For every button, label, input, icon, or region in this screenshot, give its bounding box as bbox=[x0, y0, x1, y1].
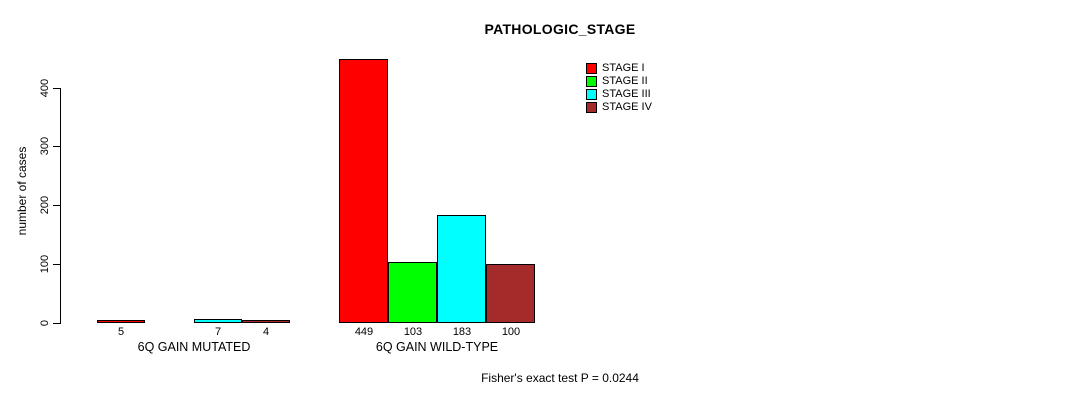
legend-item-stage-i: STAGE I bbox=[586, 62, 652, 75]
y-axis-tick-100 bbox=[53, 264, 61, 265]
bar-6q-gain-wild-type-stage-iii bbox=[437, 215, 486, 323]
legend-label-stage-ii: STAGE II bbox=[602, 75, 648, 87]
bar-value-label-6q-gain-mutated-stage-i: 5 bbox=[117, 326, 125, 338]
y-axis-tick-300 bbox=[53, 146, 61, 147]
legend-label-stage-iii: STAGE III bbox=[602, 88, 651, 100]
y-axis-label: number of cases bbox=[15, 146, 29, 236]
y-tick-label-400: 400 bbox=[39, 78, 51, 98]
y-tick-label-300: 300 bbox=[39, 136, 51, 156]
bar-value-label-6q-gain-wild-type-stage-iii: 183 bbox=[452, 326, 472, 338]
bar-6q-gain-wild-type-stage-i bbox=[339, 59, 388, 323]
y-tick-label-200: 200 bbox=[39, 195, 51, 215]
y-axis-tick-200 bbox=[53, 205, 61, 206]
bar-value-label-6q-gain-mutated-stage-iii: 7 bbox=[214, 326, 222, 338]
y-axis-tick-0 bbox=[53, 323, 61, 324]
legend-label-stage-iv: STAGE IV bbox=[602, 101, 652, 113]
y-axis-line bbox=[60, 88, 61, 324]
bar-6q-gain-mutated-stage-iv bbox=[242, 320, 290, 323]
bar-6q-gain-wild-type-stage-iv bbox=[486, 264, 535, 323]
chart-title: PATHOLOGIC_STAGE bbox=[484, 21, 636, 37]
bar-value-label-6q-gain-mutated-stage-iv: 4 bbox=[262, 326, 270, 338]
bar-value-label-6q-gain-wild-type-stage-iv: 100 bbox=[501, 326, 521, 338]
fisher-test-annotation: Fisher's exact test P = 0.0244 bbox=[481, 371, 639, 385]
bar-value-label-6q-gain-wild-type-stage-i: 449 bbox=[354, 326, 374, 338]
legend-swatch-stage-ii bbox=[586, 76, 597, 87]
y-axis-tick-400 bbox=[53, 88, 61, 89]
y-tick-label-0: 0 bbox=[39, 319, 51, 327]
y-tick-label-100: 100 bbox=[39, 254, 51, 274]
category-label-6q-gain-wild-type: 6Q GAIN WILD-TYPE bbox=[375, 340, 499, 354]
legend: STAGE I STAGE II STAGE III STAGE IV bbox=[586, 62, 652, 114]
legend-item-stage-iv: STAGE IV bbox=[586, 101, 652, 114]
category-label-6q-gain-mutated: 6Q GAIN MUTATED bbox=[137, 340, 251, 354]
legend-swatch-stage-i bbox=[586, 63, 597, 74]
legend-swatch-stage-iv bbox=[586, 102, 597, 113]
bar-6q-gain-wild-type-stage-ii bbox=[388, 262, 437, 323]
legend-swatch-stage-iii bbox=[586, 89, 597, 100]
bar-value-label-6q-gain-wild-type-stage-ii: 103 bbox=[403, 326, 423, 338]
legend-label-stage-i: STAGE I bbox=[602, 62, 645, 74]
bar-6q-gain-mutated-stage-i bbox=[97, 320, 145, 323]
legend-item-stage-iii: STAGE III bbox=[586, 88, 652, 101]
legend-item-stage-ii: STAGE II bbox=[586, 75, 652, 88]
bar-6q-gain-mutated-stage-iii bbox=[194, 319, 242, 323]
